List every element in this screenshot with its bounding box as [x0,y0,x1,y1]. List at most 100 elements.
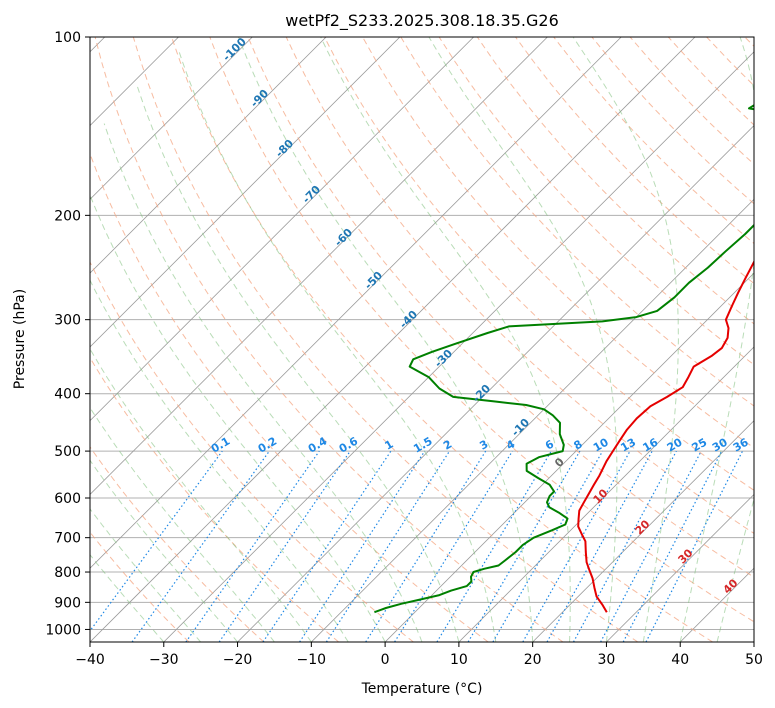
mixing-ratio-label: 1.5 [411,435,434,456]
dry-adiabat-line [515,37,754,285]
isotherm-line [90,37,327,274]
moist-adiabat-line [428,37,618,642]
dry-adiabat-line [132,37,639,642]
isotherm-line [90,37,474,422]
moist-adiabat-line [90,347,312,642]
dry-adiabat-line [744,37,754,47]
mixing-ratio-line [90,450,223,632]
isotherm-line [90,37,696,642]
moist-adiabats [90,37,754,642]
dry-adiabat-line [90,531,190,642]
x-axis-ticks: −40 −30 −20 −10 0 10 20 30 40 50 [75,642,763,668]
dry-adiabat-line [323,37,754,491]
dry-adiabat-label: -80 [273,137,296,160]
moist-adiabat-label: 10 [591,486,611,506]
plot-frame [89,36,755,643]
y-tick-label: 900 [54,595,81,611]
dry-adiabat-line [629,37,754,165]
dry-adiabats [90,37,754,642]
x-tick-label: −10 [297,652,327,668]
mixing-ratio-label: 6 [543,437,556,452]
x-tick-label: 30 [598,652,616,668]
x-tick-label: −40 [75,652,105,668]
dry-adiabat-label: -100 [220,35,249,64]
dry-adiabat-line [247,37,754,578]
moist-adiabat-line [90,193,386,642]
moist-adiabat-line [136,83,460,642]
isotherm-line [606,493,754,642]
isotherm-line [90,37,548,496]
isotherm-line [532,420,754,642]
mixing-ratio-label: 1 [383,438,396,453]
isotherms [90,37,754,642]
mixing-ratio-line [325,450,451,642]
isotherm-line [458,346,754,642]
y-tick-label: 600 [54,491,81,507]
dry-adiabat-label: -70 [300,183,323,206]
mixing-ratio-line [394,450,513,642]
moist-adiabat-line [320,37,571,642]
chart-title: wetPf2_S233.2025.308.18.35.G26 [285,11,559,31]
mixing-ratio-label: 36 [731,435,751,454]
y-axis-title: Pressure (hPa) [12,289,28,389]
dry-adiabat-line [706,37,754,87]
mixing-ratio-label: 16 [641,435,661,454]
y-tick-label: 300 [54,313,81,329]
moist-adiabat-line [90,459,238,642]
isotherm-line [90,37,622,569]
moist-adiabat-line [103,123,423,642]
moist-adiabat-label: 40 [721,576,741,596]
y-tick-label: 1000 [45,622,81,638]
y-tick-label: 100 [54,30,81,46]
y-tick-label: 400 [54,387,81,403]
moist-adiabat-label: 30 [676,546,696,566]
reference-line-labels: 0.1 0.2 0.4 0.6 1 1.5 2 3 4 6 8 10 13 16 20 25 30 36-100-… [209,35,751,597]
dry-adiabat-line [90,356,339,642]
moist-adiabat-line [90,554,165,642]
isotherm-line [311,198,754,642]
dry-adiabat-label: -40 [397,308,420,331]
isotherm-line [90,37,401,348]
dry-adiabat-line [209,37,754,623]
dry-adiabat-line [94,37,564,642]
isotherm-line [90,37,253,200]
x-tick-label: −20 [223,652,253,668]
dry-adiabat-line [476,37,754,325]
mixing-ratio-line [365,450,487,642]
moist-adiabat-line [90,508,202,642]
moist-adiabat-line [177,49,497,642]
mixing-ratio-line [262,450,392,642]
dewpoint-line [374,104,754,614]
x-tick-label: 10 [450,652,468,668]
mixing-ratio-line [572,450,677,642]
y-tick-label: 800 [54,565,81,581]
mixing-ratio-label: 30 [710,435,730,454]
mixing-ratio-lines [90,450,744,642]
mixing-ratio-line [522,450,631,642]
mixing-ratio-label: 25 [690,436,710,455]
x-tick-label: 20 [524,652,542,668]
isotherm-line [384,272,754,642]
moist-adiabat-label: 20 [633,517,653,537]
x-axis-title: Temperature (°C) [361,681,483,697]
moist-adiabat-line [572,37,679,642]
dry-adiabat-line [285,37,754,535]
mixing-ratio-line [467,450,581,642]
mixing-ratio-label: 0.6 [337,434,361,455]
y-tick-label: 500 [54,444,81,460]
dry-adiabat-label: -60 [332,226,355,249]
mixing-ratio-line [546,450,653,642]
mixing-ratio-line [185,450,320,642]
dry-adiabat-line [171,37,713,642]
mixing-ratio-label: 10 [591,435,611,454]
mixing-ratio-label: 0.4 [306,434,330,455]
mixing-ratio-label: 20 [665,435,685,454]
mixing-ratio-label: 8 [572,438,585,453]
moist-adiabat-line [90,279,349,642]
x-tick-label: −30 [149,652,179,668]
dry-adiabat-line [90,152,489,642]
y-tick-label: 200 [54,208,81,224]
dry-adiabat-line [553,37,754,245]
x-tick-label: 0 [381,652,390,668]
